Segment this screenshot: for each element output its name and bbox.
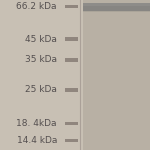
Text: 35 kDa: 35 kDa bbox=[25, 56, 57, 64]
Bar bbox=[65, 37, 78, 41]
Bar bbox=[83, 3, 150, 11]
Bar bbox=[65, 122, 78, 125]
Text: 25 kDa: 25 kDa bbox=[25, 85, 57, 94]
Text: 14.4 kDa: 14.4 kDa bbox=[17, 136, 57, 145]
Text: 45 kDa: 45 kDa bbox=[25, 34, 57, 43]
Bar bbox=[83, 6, 150, 9]
Bar bbox=[65, 5, 78, 8]
Bar bbox=[83, 0, 150, 150]
Bar bbox=[83, 9, 150, 12]
Bar bbox=[65, 88, 78, 92]
Bar bbox=[65, 139, 78, 142]
Text: 18. 4kDa: 18. 4kDa bbox=[16, 119, 57, 128]
Text: 66.2 kDa: 66.2 kDa bbox=[16, 2, 57, 11]
Bar bbox=[65, 58, 78, 62]
